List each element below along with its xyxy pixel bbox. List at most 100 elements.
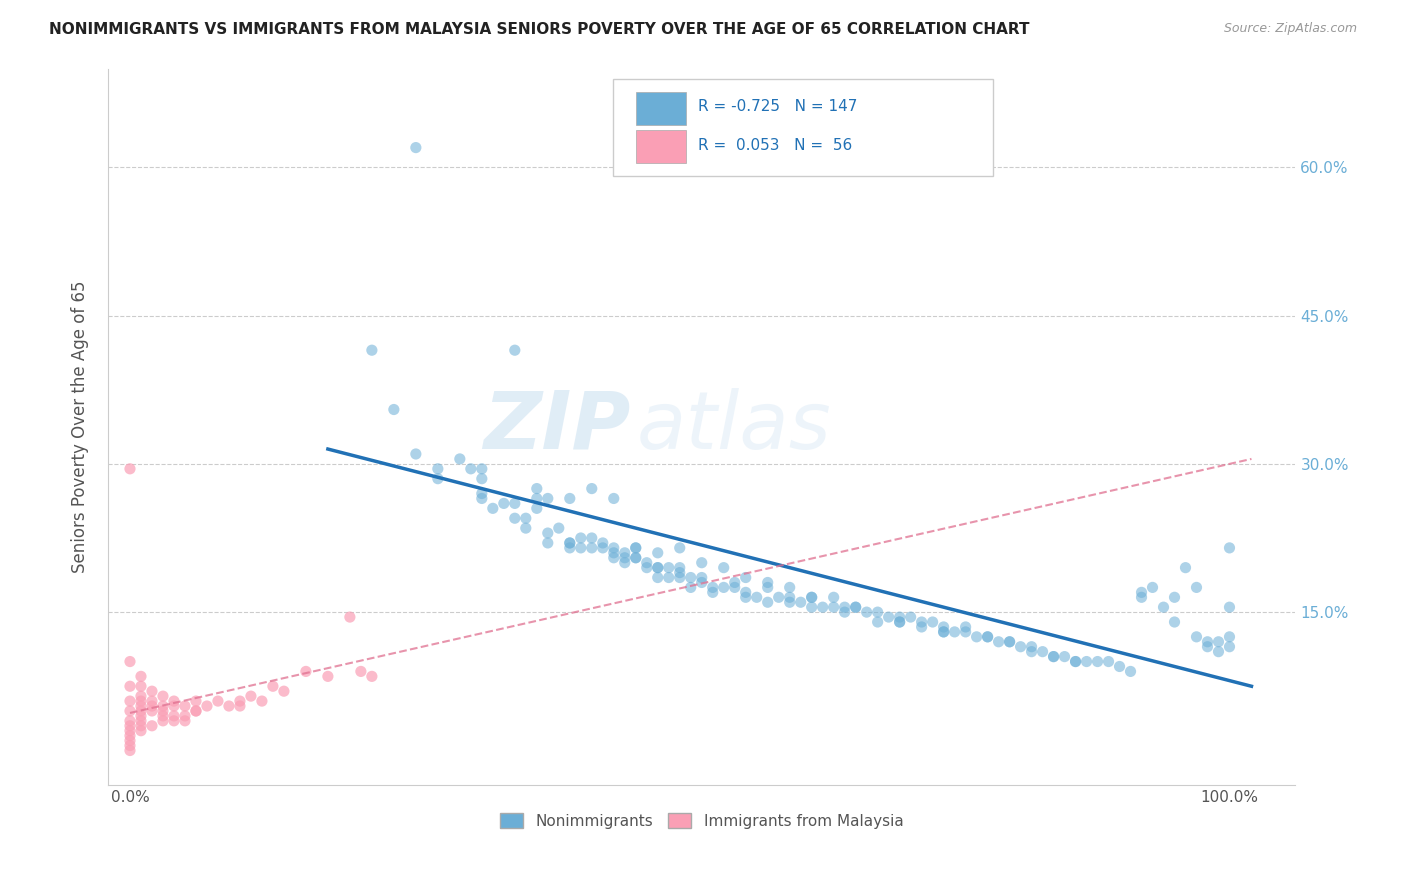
Point: [1064, 655, 1087, 669]
Point: [1032, 645, 1054, 659]
Point: [734, 570, 756, 584]
Point: [118, 733, 141, 747]
Point: [118, 743, 141, 757]
Point: [118, 704, 141, 718]
Point: [823, 591, 845, 605]
Point: [910, 615, 932, 629]
Point: [141, 694, 163, 708]
Point: [1218, 600, 1240, 615]
Point: [779, 591, 801, 605]
Point: [779, 581, 801, 595]
Point: [537, 491, 560, 506]
Point: [537, 526, 560, 541]
Point: [768, 591, 790, 605]
Point: [1197, 634, 1219, 648]
Point: [581, 531, 603, 545]
Point: [382, 402, 405, 417]
Point: [702, 585, 724, 599]
Point: [426, 462, 449, 476]
Point: [658, 570, 681, 584]
Point: [129, 704, 152, 718]
Point: [955, 624, 977, 639]
Point: [690, 556, 713, 570]
Point: [405, 140, 427, 154]
Point: [515, 521, 537, 535]
Point: [129, 689, 152, 703]
Point: [702, 581, 724, 595]
Point: [129, 709, 152, 723]
Point: [877, 610, 900, 624]
Point: [229, 699, 252, 714]
Point: [250, 694, 273, 708]
Point: [174, 714, 197, 728]
Point: [569, 541, 592, 555]
Point: [152, 704, 174, 718]
Point: [998, 634, 1021, 648]
Point: [152, 709, 174, 723]
Point: [966, 630, 988, 644]
Point: [1010, 640, 1032, 654]
Point: [1218, 541, 1240, 555]
Point: [218, 699, 240, 714]
Point: [141, 699, 163, 714]
Point: [1185, 630, 1208, 644]
Point: [668, 570, 690, 584]
Point: [811, 600, 834, 615]
Legend: Nonimmigrants, Immigrants from Malaysia: Nonimmigrants, Immigrants from Malaysia: [494, 806, 910, 835]
Point: [152, 714, 174, 728]
Point: [118, 462, 141, 476]
Point: [1185, 581, 1208, 595]
Point: [1130, 591, 1153, 605]
Point: [482, 501, 505, 516]
Point: [690, 575, 713, 590]
Point: [129, 699, 152, 714]
Point: [900, 610, 922, 624]
Point: [339, 610, 361, 624]
Point: [690, 570, 713, 584]
Point: [845, 600, 868, 615]
Point: [558, 541, 581, 555]
FancyBboxPatch shape: [637, 92, 686, 125]
Point: [471, 486, 494, 500]
Point: [756, 595, 779, 609]
Point: [1108, 659, 1130, 673]
Point: [526, 491, 548, 506]
Point: [503, 496, 526, 510]
Point: [724, 581, 747, 595]
Point: [987, 634, 1010, 648]
FancyBboxPatch shape: [637, 130, 686, 163]
Point: [405, 447, 427, 461]
Point: [1163, 615, 1185, 629]
Point: [581, 541, 603, 555]
Point: [118, 679, 141, 693]
Point: [943, 624, 966, 639]
Point: [273, 684, 295, 698]
Point: [1130, 585, 1153, 599]
Point: [207, 694, 229, 708]
Point: [921, 615, 943, 629]
Point: [118, 655, 141, 669]
Point: [471, 491, 494, 506]
Point: [449, 451, 471, 466]
Point: [471, 462, 494, 476]
Point: [668, 541, 690, 555]
Point: [1021, 645, 1043, 659]
Point: [503, 511, 526, 525]
Point: [800, 591, 823, 605]
Point: [889, 610, 911, 624]
Point: [471, 472, 494, 486]
Point: [624, 550, 647, 565]
Point: [724, 575, 747, 590]
Point: [713, 560, 735, 574]
Point: [1021, 640, 1043, 654]
Point: [184, 704, 207, 718]
Text: NONIMMIGRANTS VS IMMIGRANTS FROM MALAYSIA SENIORS POVERTY OVER THE AGE OF 65 COR: NONIMMIGRANTS VS IMMIGRANTS FROM MALAYSI…: [49, 22, 1029, 37]
Point: [866, 605, 889, 619]
Point: [141, 719, 163, 733]
Point: [910, 620, 932, 634]
Point: [163, 709, 186, 723]
Point: [679, 570, 702, 584]
Point: [152, 699, 174, 714]
Point: [1174, 560, 1197, 574]
Point: [1208, 634, 1230, 648]
